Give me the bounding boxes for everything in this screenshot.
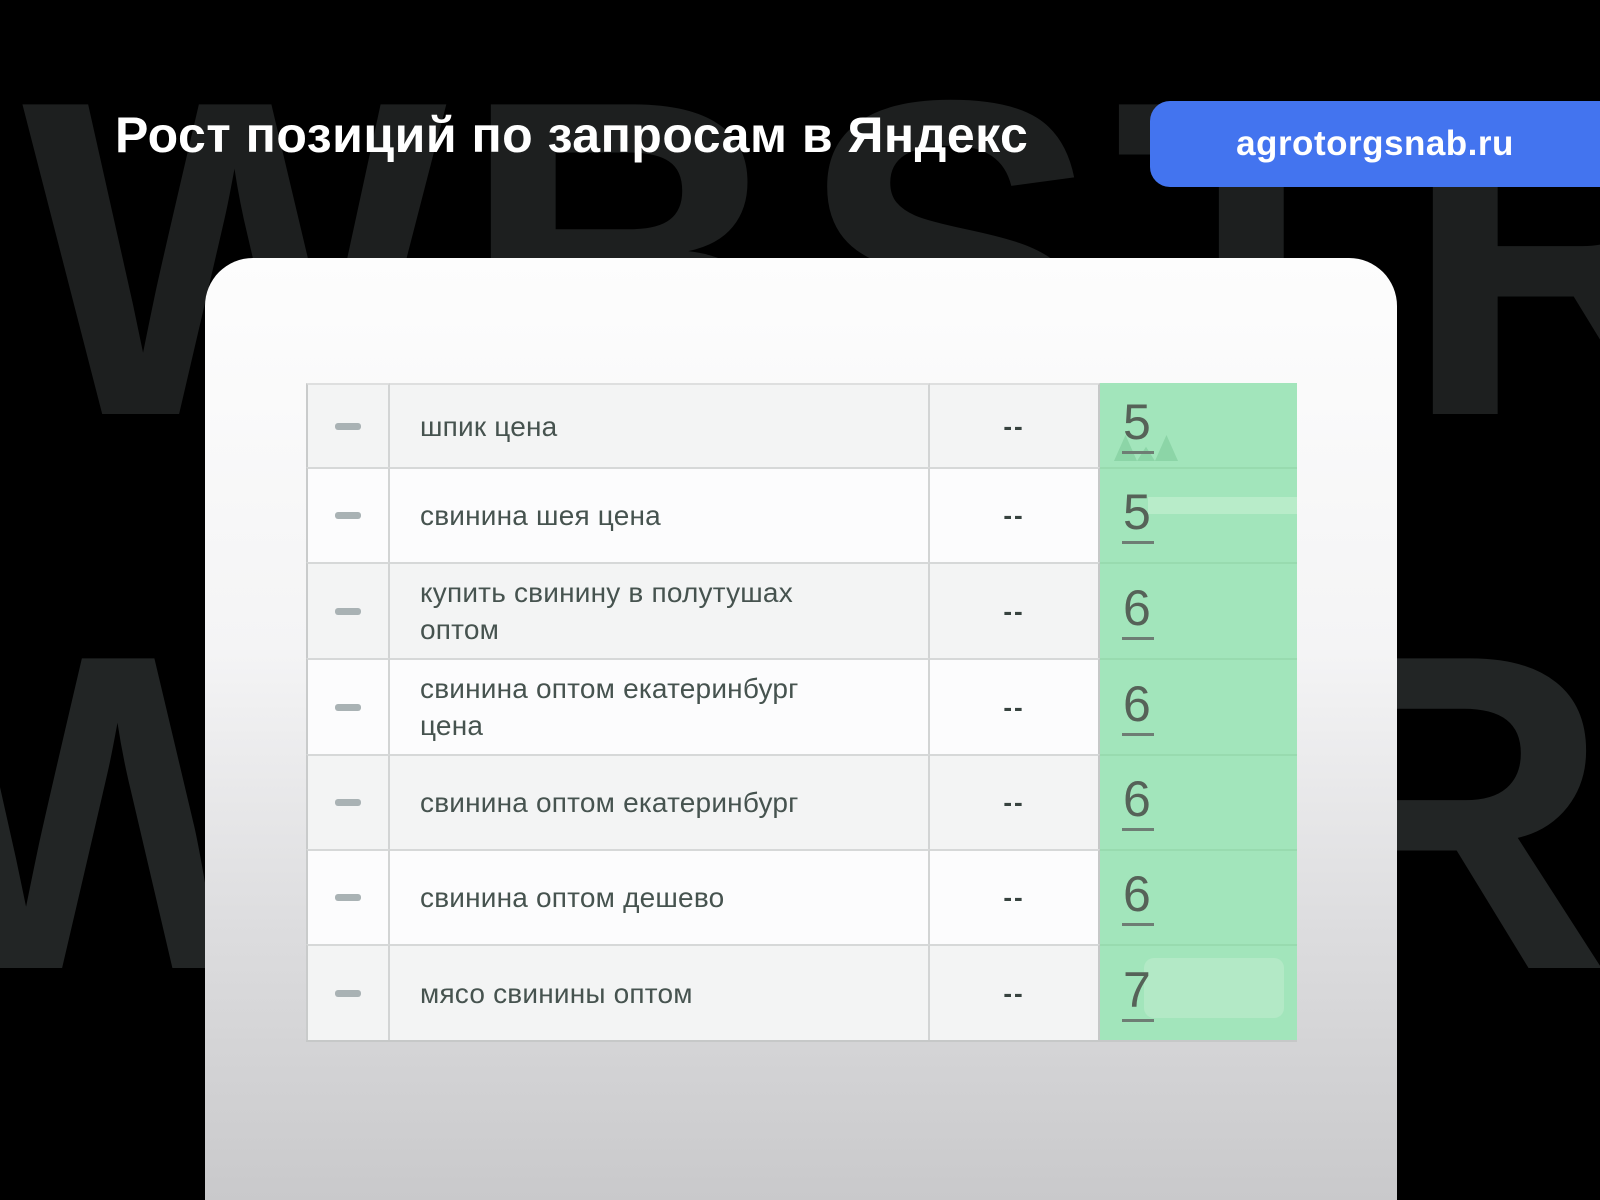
screenshot-card: шпик цена -- 5 свинина шея цена --	[205, 258, 1397, 1200]
query-text: свинина оптом дешево	[420, 882, 725, 913]
row-handle-cell	[306, 849, 390, 944]
query-cell: свинина оптом екатеринбург цена	[390, 658, 930, 754]
query-cell: мясо свинины оптом	[390, 944, 930, 1040]
query-text: свинина шея цена	[420, 500, 661, 531]
drag-handle-icon[interactable]	[335, 422, 361, 430]
table-row: свинина оптом дешево -- 6	[306, 849, 1297, 944]
position-link[interactable]: 6	[1122, 774, 1154, 831]
position-cell: 6	[1100, 754, 1297, 849]
page-title: Рост позиций по запросам в Яндекс	[115, 107, 1029, 163]
change-cell: --	[930, 467, 1100, 562]
position-link[interactable]: 6	[1122, 583, 1154, 640]
change-cell: --	[930, 658, 1100, 754]
positions-table: шпик цена -- 5 свинина шея цена --	[306, 383, 1297, 1042]
change-value: --	[1003, 595, 1025, 626]
table-row: свинина шея цена -- 5	[306, 467, 1297, 562]
table-row: купить свинину в полутушах оптом -- 6	[306, 562, 1297, 658]
drag-handle-icon[interactable]	[335, 894, 361, 901]
table-row: мясо свинины оптом -- 7	[306, 944, 1297, 1040]
query-text: купить свинину в полутушах оптом	[420, 577, 793, 645]
drag-handle-icon[interactable]	[335, 703, 361, 711]
row-handle-cell	[306, 467, 390, 562]
query-cell: шпик цена	[390, 383, 930, 467]
position-link[interactable]: 5	[1122, 487, 1154, 544]
change-value: --	[1003, 787, 1025, 817]
change-value: --	[1003, 500, 1025, 530]
query-cell: купить свинину в полутушах оптом	[390, 562, 930, 658]
change-cell: --	[930, 849, 1100, 944]
change-value: --	[1003, 410, 1025, 441]
position-link[interactable]: 7	[1122, 965, 1154, 1022]
query-cell: свинина оптом екатеринбург	[390, 754, 930, 849]
query-cell: свинина шея цена	[390, 467, 930, 562]
query-text: свинина оптом екатеринбург	[420, 787, 799, 818]
domain-badge-label: agrotorgsnab.ru	[1236, 124, 1514, 163]
row-handle-cell	[306, 944, 390, 1040]
table-row: шпик цена -- 5	[306, 383, 1297, 467]
table-row: свинина оптом екатеринбург -- 6	[306, 754, 1297, 849]
position-cell: 6	[1100, 562, 1297, 658]
change-cell: --	[930, 944, 1100, 1040]
row-handle-cell	[306, 383, 390, 467]
drag-handle-icon[interactable]	[335, 989, 361, 997]
query-text: мясо свинины оптом	[420, 977, 693, 1009]
drag-handle-icon[interactable]	[335, 799, 361, 806]
position-link[interactable]: 6	[1122, 869, 1154, 926]
change-cell: --	[930, 754, 1100, 849]
position-cell: 7	[1100, 944, 1297, 1040]
position-cell: 5	[1100, 383, 1297, 467]
domain-badge[interactable]: agrotorgsnab.ru	[1150, 101, 1600, 187]
query-text: свинина оптом екатеринбург цена	[420, 673, 799, 741]
change-value: --	[1003, 882, 1025, 912]
position-cell: 6	[1100, 849, 1297, 944]
change-cell: --	[930, 562, 1100, 658]
position-cell: 5	[1100, 467, 1297, 562]
change-value: --	[1003, 977, 1025, 1008]
change-cell: --	[930, 383, 1100, 467]
position-link[interactable]: 5	[1122, 397, 1154, 454]
change-value: --	[1003, 691, 1025, 722]
row-handle-cell	[306, 658, 390, 754]
query-cell: свинина оптом дешево	[390, 849, 930, 944]
position-cell: 6	[1100, 658, 1297, 754]
drag-handle-icon[interactable]	[335, 512, 361, 519]
row-handle-cell	[306, 754, 390, 849]
drag-handle-icon[interactable]	[335, 607, 361, 615]
position-link[interactable]: 6	[1122, 679, 1154, 736]
table-row: свинина оптом екатеринбург цена -- 6	[306, 658, 1297, 754]
query-text: шпик цена	[420, 410, 558, 442]
row-handle-cell	[306, 562, 390, 658]
